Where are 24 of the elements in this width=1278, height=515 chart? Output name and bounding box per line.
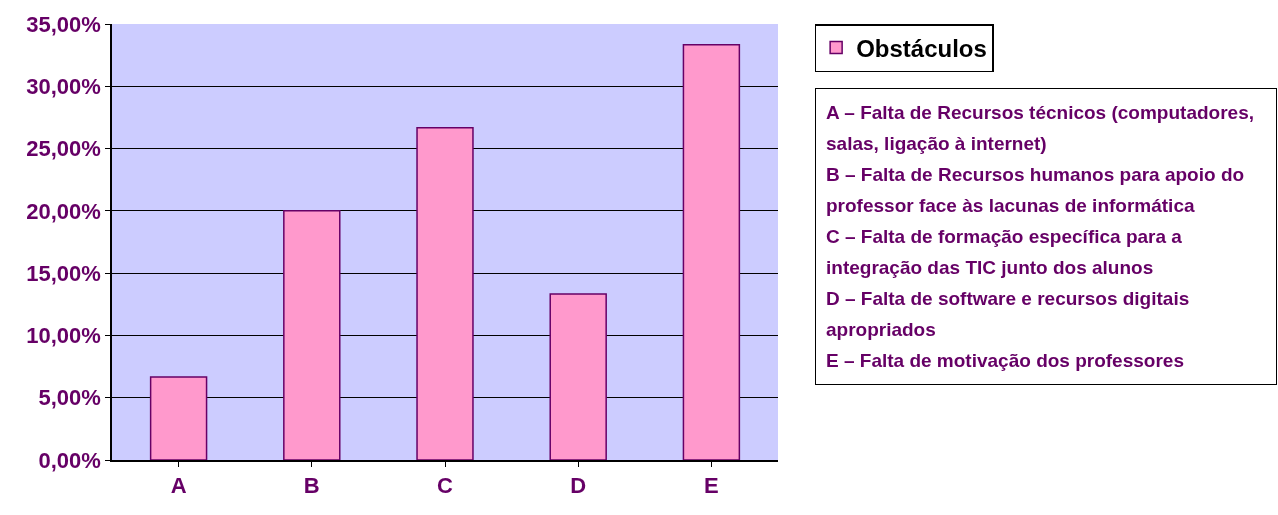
- legend-label: Obstáculos: [856, 34, 987, 62]
- bar: [283, 210, 341, 460]
- y-tick-label: 10,00%: [26, 323, 101, 349]
- text: E – Falta de motivação dos professores: [826, 349, 1185, 373]
- x-tick-label: B: [303, 473, 320, 499]
- y-tick-label: 0,00%: [38, 447, 101, 473]
- bar: [549, 293, 607, 460]
- y-tick-label: 20,00%: [26, 198, 101, 224]
- bar: [149, 376, 208, 460]
- x-tick-label: C: [437, 473, 454, 499]
- text: B – Falta de Recursos humanos para apoio do professor face às lacunas de informática: [826, 163, 1246, 218]
- y-tick-label: 25,00%: [26, 136, 101, 162]
- y-tick-label: 15,00%: [26, 260, 101, 286]
- text: A – Falta de Recursos técnicos (computadores, salas, ligação à internet): [826, 101, 1255, 156]
- y-tick-label: 35,00%: [26, 11, 101, 37]
- y-tick-label: 30,00%: [26, 73, 101, 99]
- y-tick-label: 5,00%: [38, 385, 101, 411]
- bar: [682, 44, 741, 460]
- x-tick-label: A: [170, 473, 187, 499]
- text: C – Falta de formação específica para a integração das TIC junto dos alunos: [826, 225, 1183, 280]
- x-tick-label: E: [704, 473, 719, 499]
- bar: [416, 127, 474, 460]
- x-tick-label: D: [570, 473, 587, 499]
- text: D – Falta de software e recursos digitais apropriados: [826, 287, 1191, 342]
